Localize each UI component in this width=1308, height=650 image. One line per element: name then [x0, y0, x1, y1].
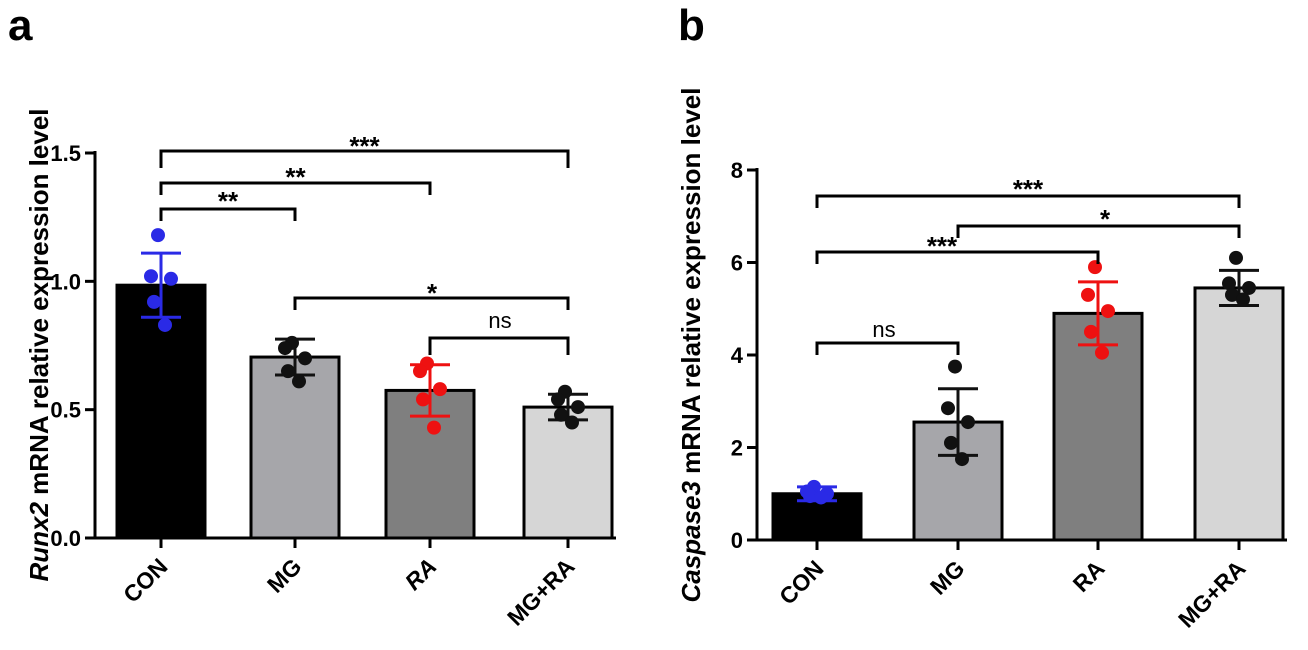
y-tick-label: 1.0 [50, 269, 81, 294]
significance-bracket [159, 181, 432, 195]
significance-bracket [159, 149, 570, 168]
data-point [413, 364, 427, 379]
panel-letter: b [678, 1, 705, 50]
y-tick-label: 2 [731, 436, 743, 461]
significance-bracket [815, 194, 1241, 208]
significance-label: ns [488, 308, 511, 333]
data-point [164, 271, 178, 286]
x-tick-label: MG+RA [1173, 555, 1251, 633]
data-point [427, 420, 441, 435]
significance-label: *** [927, 231, 958, 261]
data-point [298, 351, 312, 366]
data-point [144, 269, 158, 284]
significance-bracket [159, 207, 297, 221]
data-point [433, 382, 447, 397]
data-point [944, 435, 958, 450]
data-point [1222, 276, 1236, 291]
y-tick-label: 0 [731, 528, 743, 553]
data-point [278, 341, 292, 356]
data-point [281, 364, 295, 379]
data-point [955, 452, 969, 467]
significance-label: * [1100, 204, 1111, 234]
data-point [1242, 280, 1256, 295]
significance-label: * [427, 278, 438, 308]
data-point [416, 392, 430, 407]
x-tick-label: RA [1068, 555, 1110, 597]
y-tick-label: 6 [731, 251, 743, 276]
data-point [565, 415, 579, 430]
y-axis-label: Runx2 mRNA relative expression level [24, 108, 54, 581]
data-point [1236, 292, 1250, 307]
data-point [1084, 324, 1098, 339]
data-point [1101, 304, 1115, 319]
significance-label: ** [285, 162, 306, 192]
data-point [961, 415, 975, 430]
y-tick-label: 0.0 [50, 526, 81, 551]
significance-label: *** [349, 131, 380, 161]
y-tick-label: 4 [731, 343, 744, 368]
data-point [151, 228, 165, 243]
significance-label: *** [1013, 174, 1044, 204]
significance-bracket [293, 296, 570, 310]
y-axis-label-rest: mRNA relative expression level [676, 88, 706, 482]
data-point [1088, 260, 1102, 275]
data-point [948, 359, 962, 374]
x-tick-label: CON [774, 555, 829, 610]
data-point [551, 392, 565, 407]
y-tick-label: 8 [731, 158, 743, 183]
significance-label: ** [218, 186, 239, 216]
data-point [554, 407, 568, 422]
x-tick-label: MG [925, 555, 970, 600]
significance-bracket [815, 250, 1100, 264]
x-tick-label: MG+RA [502, 553, 580, 631]
x-tick-label: CON [118, 553, 173, 608]
significance-bracket [815, 341, 960, 355]
panel-b: b Caspase3 mRNA relative expression level… [676, 1, 1287, 633]
x-tick-label: RA [400, 553, 442, 595]
panel-letter: a [8, 1, 33, 50]
data-point [1095, 345, 1109, 360]
significance-bracket [428, 336, 570, 355]
data-point [803, 489, 817, 504]
y-tick-label: 0.5 [50, 398, 81, 423]
data-point [571, 400, 585, 415]
y-axis-label-gene: Runx2 [24, 502, 54, 582]
y-axis-label-gene: Caspase3 [676, 481, 706, 603]
x-tick-label: MG [262, 553, 307, 598]
significance-bracket [956, 224, 1241, 238]
y-axis-label: Caspase3 mRNA relative expression level [676, 88, 706, 603]
data-point [941, 401, 955, 416]
bar-mg-ra [1193, 286, 1285, 542]
data-point [158, 317, 172, 332]
data-point [1229, 250, 1243, 265]
y-tick-label: 1.5 [50, 141, 81, 166]
data-point [1225, 287, 1239, 302]
data-point [292, 374, 306, 389]
data-point [814, 490, 828, 505]
data-point [1081, 287, 1095, 302]
y-axis-label-rest: mRNA relative expression level [24, 108, 54, 502]
significance-label: ns [872, 317, 895, 342]
data-point [147, 294, 161, 309]
